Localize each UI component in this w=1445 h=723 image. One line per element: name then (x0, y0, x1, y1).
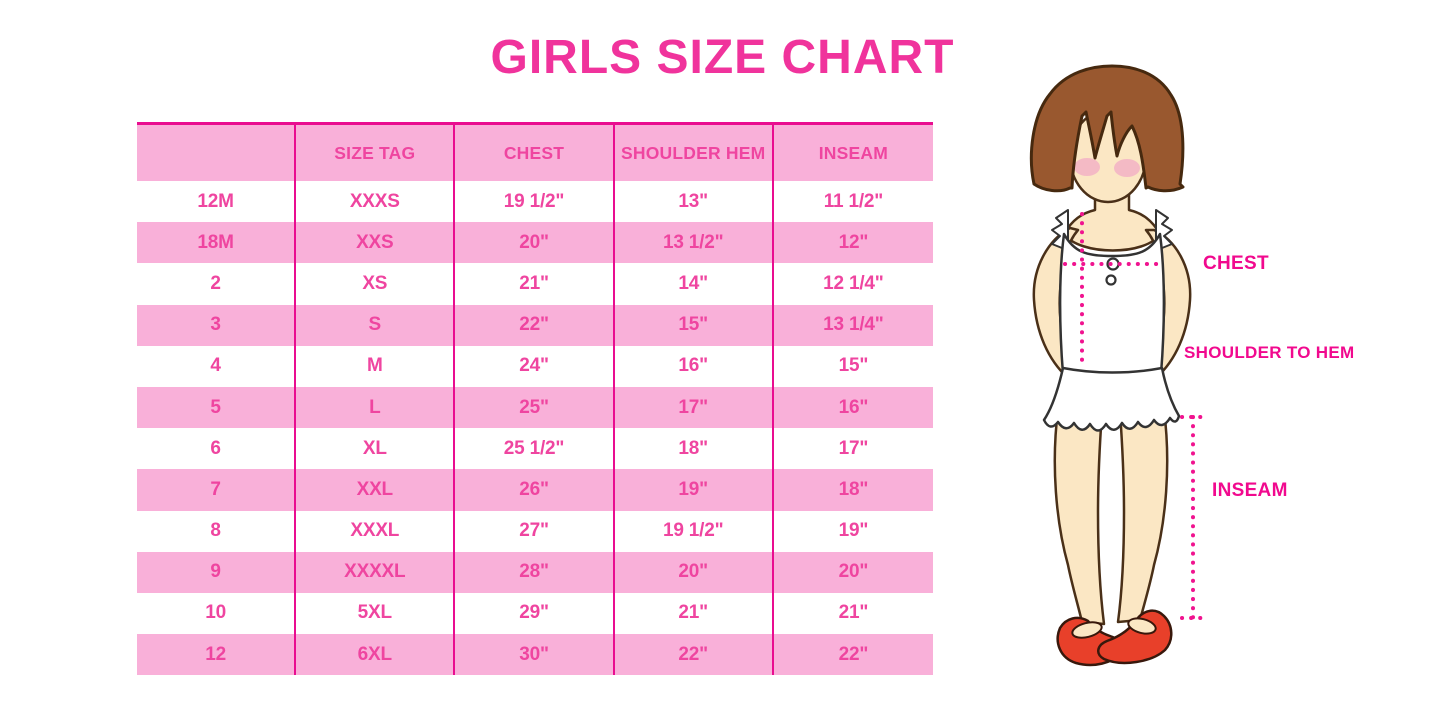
table-cell: XXXS (296, 181, 456, 223)
inseam-label: INSEAM (1212, 480, 1288, 501)
table-cell: XXL (296, 469, 456, 511)
table-cell: 19 1/2" (455, 181, 615, 223)
table-cell: 13 1/2" (615, 222, 774, 264)
table-cell: 15" (838, 355, 869, 377)
girl-top (1058, 232, 1166, 376)
table-cell: 12 1/4" (823, 272, 884, 294)
table-cell: 14" (615, 263, 774, 305)
table-cell: 25 1/2" (455, 428, 615, 470)
table-cell: 20" (615, 551, 774, 593)
table-cell: 5XL (296, 592, 456, 635)
table-cell: 24" (455, 345, 615, 387)
table-cell: 7 (137, 469, 297, 511)
table-cell: 12 (137, 634, 297, 676)
table-cell: XL (296, 428, 456, 470)
table-cell: 22" (838, 643, 869, 665)
table-row: 7 XXL 26" 19" 18" (137, 469, 933, 511)
table-cell: 9 (137, 551, 297, 593)
girl-leg-right (1116, 408, 1169, 624)
table-cell: 4 (137, 345, 297, 387)
column-header-chest: CHEST (455, 125, 615, 181)
table-cell: 18" (615, 428, 774, 470)
table-cell: 20" (838, 561, 869, 583)
table-cell: 6XL (296, 634, 456, 676)
table-row: 3 S 22" 15" 13 1/4" (137, 304, 933, 346)
page-title: GIRLS SIZE CHART (490, 31, 955, 84)
girl-skirt (1042, 366, 1181, 432)
table-cell: 30" (455, 634, 615, 676)
table-cell: 16" (615, 345, 774, 387)
chest-label: CHEST (1203, 253, 1269, 274)
table-header-row: SIZE TAG CHEST SHOULDER HEM INSEAM (137, 125, 933, 181)
table-cell: 17" (838, 437, 869, 459)
table-cell: 11 1/2" (823, 190, 884, 212)
table-cell: XXXL (296, 510, 456, 552)
table-cell: M (296, 345, 456, 387)
table-row: 8 XXXL 27" 19 1/2" 19" (137, 510, 933, 552)
table-cell: 13" (615, 181, 774, 223)
girl-measurement-illustration (1029, 64, 1206, 667)
column-header-inseam: INSEAM (818, 142, 889, 163)
table-cell: S (296, 304, 456, 346)
size-table: SIZE TAG CHEST SHOULDER HEM INSEAM 12M XX… (137, 122, 933, 676)
shoe-left-opening (1071, 621, 1103, 639)
column-header-size (137, 125, 297, 181)
table-row: 18M XXS 20" 13 1/2" 12" (137, 222, 933, 264)
table-cell: 3 (137, 304, 297, 346)
button-bottom (1105, 274, 1117, 286)
table-cell: 21" (615, 592, 774, 635)
table-cell: 28" (455, 551, 615, 593)
table-cell: 29" (455, 592, 615, 635)
table-cell: 6 (137, 428, 297, 470)
girl-leg-left (1053, 408, 1106, 626)
column-header-size-tag: SIZE TAG (296, 125, 456, 181)
table-cell: 16" (838, 396, 869, 418)
table-cell: 12M (137, 181, 297, 223)
table-cell: 5 (137, 386, 297, 429)
table-row: 10 5XL 29" 21" 21" (137, 592, 933, 635)
table-cell: 27" (455, 510, 615, 552)
table-cell: 21" (455, 263, 615, 305)
table-row: 6 XL 25 1/2" 18" 17" (137, 428, 933, 470)
table-cell: 17" (615, 386, 774, 429)
table-row: 12M XXXS 19 1/2" 13" 11 1/2" (137, 181, 933, 223)
table-cell: 21" (838, 602, 869, 624)
table-cell: L (296, 386, 456, 429)
table-cell: 26" (455, 469, 615, 511)
table-cell: XXXXL (296, 551, 456, 593)
table-cell: 10 (137, 592, 297, 635)
table-cell: 22" (615, 634, 774, 676)
table-cell: 18M (137, 222, 297, 264)
table-cell: 18" (838, 478, 869, 500)
table-cell: XXS (296, 222, 456, 264)
table-row: 4 M 24" 16" 15" (137, 345, 933, 387)
table-cell: XS (296, 263, 456, 305)
table-cell: 22" (455, 304, 615, 346)
girl-hair (1029, 64, 1185, 193)
shoe-right-opening (1127, 617, 1157, 635)
shoulder-to-hem-label: SHOULDER TO HEM (1184, 343, 1355, 362)
table-cell: 25" (455, 386, 615, 429)
table-cell: 13 1/4" (823, 314, 884, 336)
table-cell: 2 (137, 263, 297, 305)
table-row: 2 XS 21" 14" 12 1/4" (137, 263, 933, 305)
table-row: 5 L 25" 17" 16" (137, 386, 933, 429)
girl-neck (1062, 184, 1162, 252)
table-cell: 8 (137, 510, 297, 552)
table-row: 12 6XL 30" 22" 22" (137, 634, 933, 676)
table-cell: 12" (838, 231, 869, 253)
table-cell: 15" (615, 304, 774, 346)
blush-right (1114, 159, 1140, 177)
table-cell: 19 1/2" (615, 510, 774, 552)
table-cell: 20" (455, 222, 615, 264)
table-cell: 19" (615, 469, 774, 511)
blush-left (1074, 158, 1100, 176)
table-cell: 19" (838, 520, 869, 542)
column-header-shoulder-hem: SHOULDER HEM (615, 125, 774, 181)
table-row: 9 XXXXL 28" 20" 20" (137, 551, 933, 593)
